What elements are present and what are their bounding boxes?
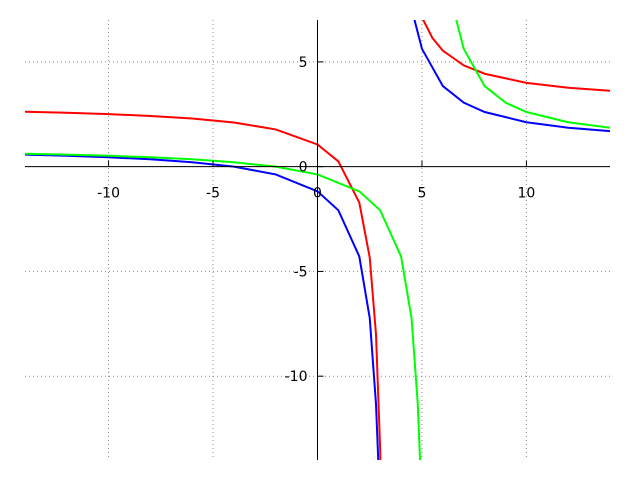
x-tick-label: -10 <box>97 186 120 202</box>
y-tick-label: -5 <box>294 264 308 280</box>
x-tick-label: 10 <box>518 186 536 202</box>
curve <box>25 20 610 460</box>
y-tick-label: 5 <box>299 55 308 71</box>
y-tick-label: -10 <box>285 369 308 385</box>
x-tick-label: 5 <box>418 186 427 202</box>
y-tick-label: 0 <box>299 160 308 176</box>
curve <box>25 20 610 460</box>
x-tick-label: -5 <box>206 186 220 202</box>
